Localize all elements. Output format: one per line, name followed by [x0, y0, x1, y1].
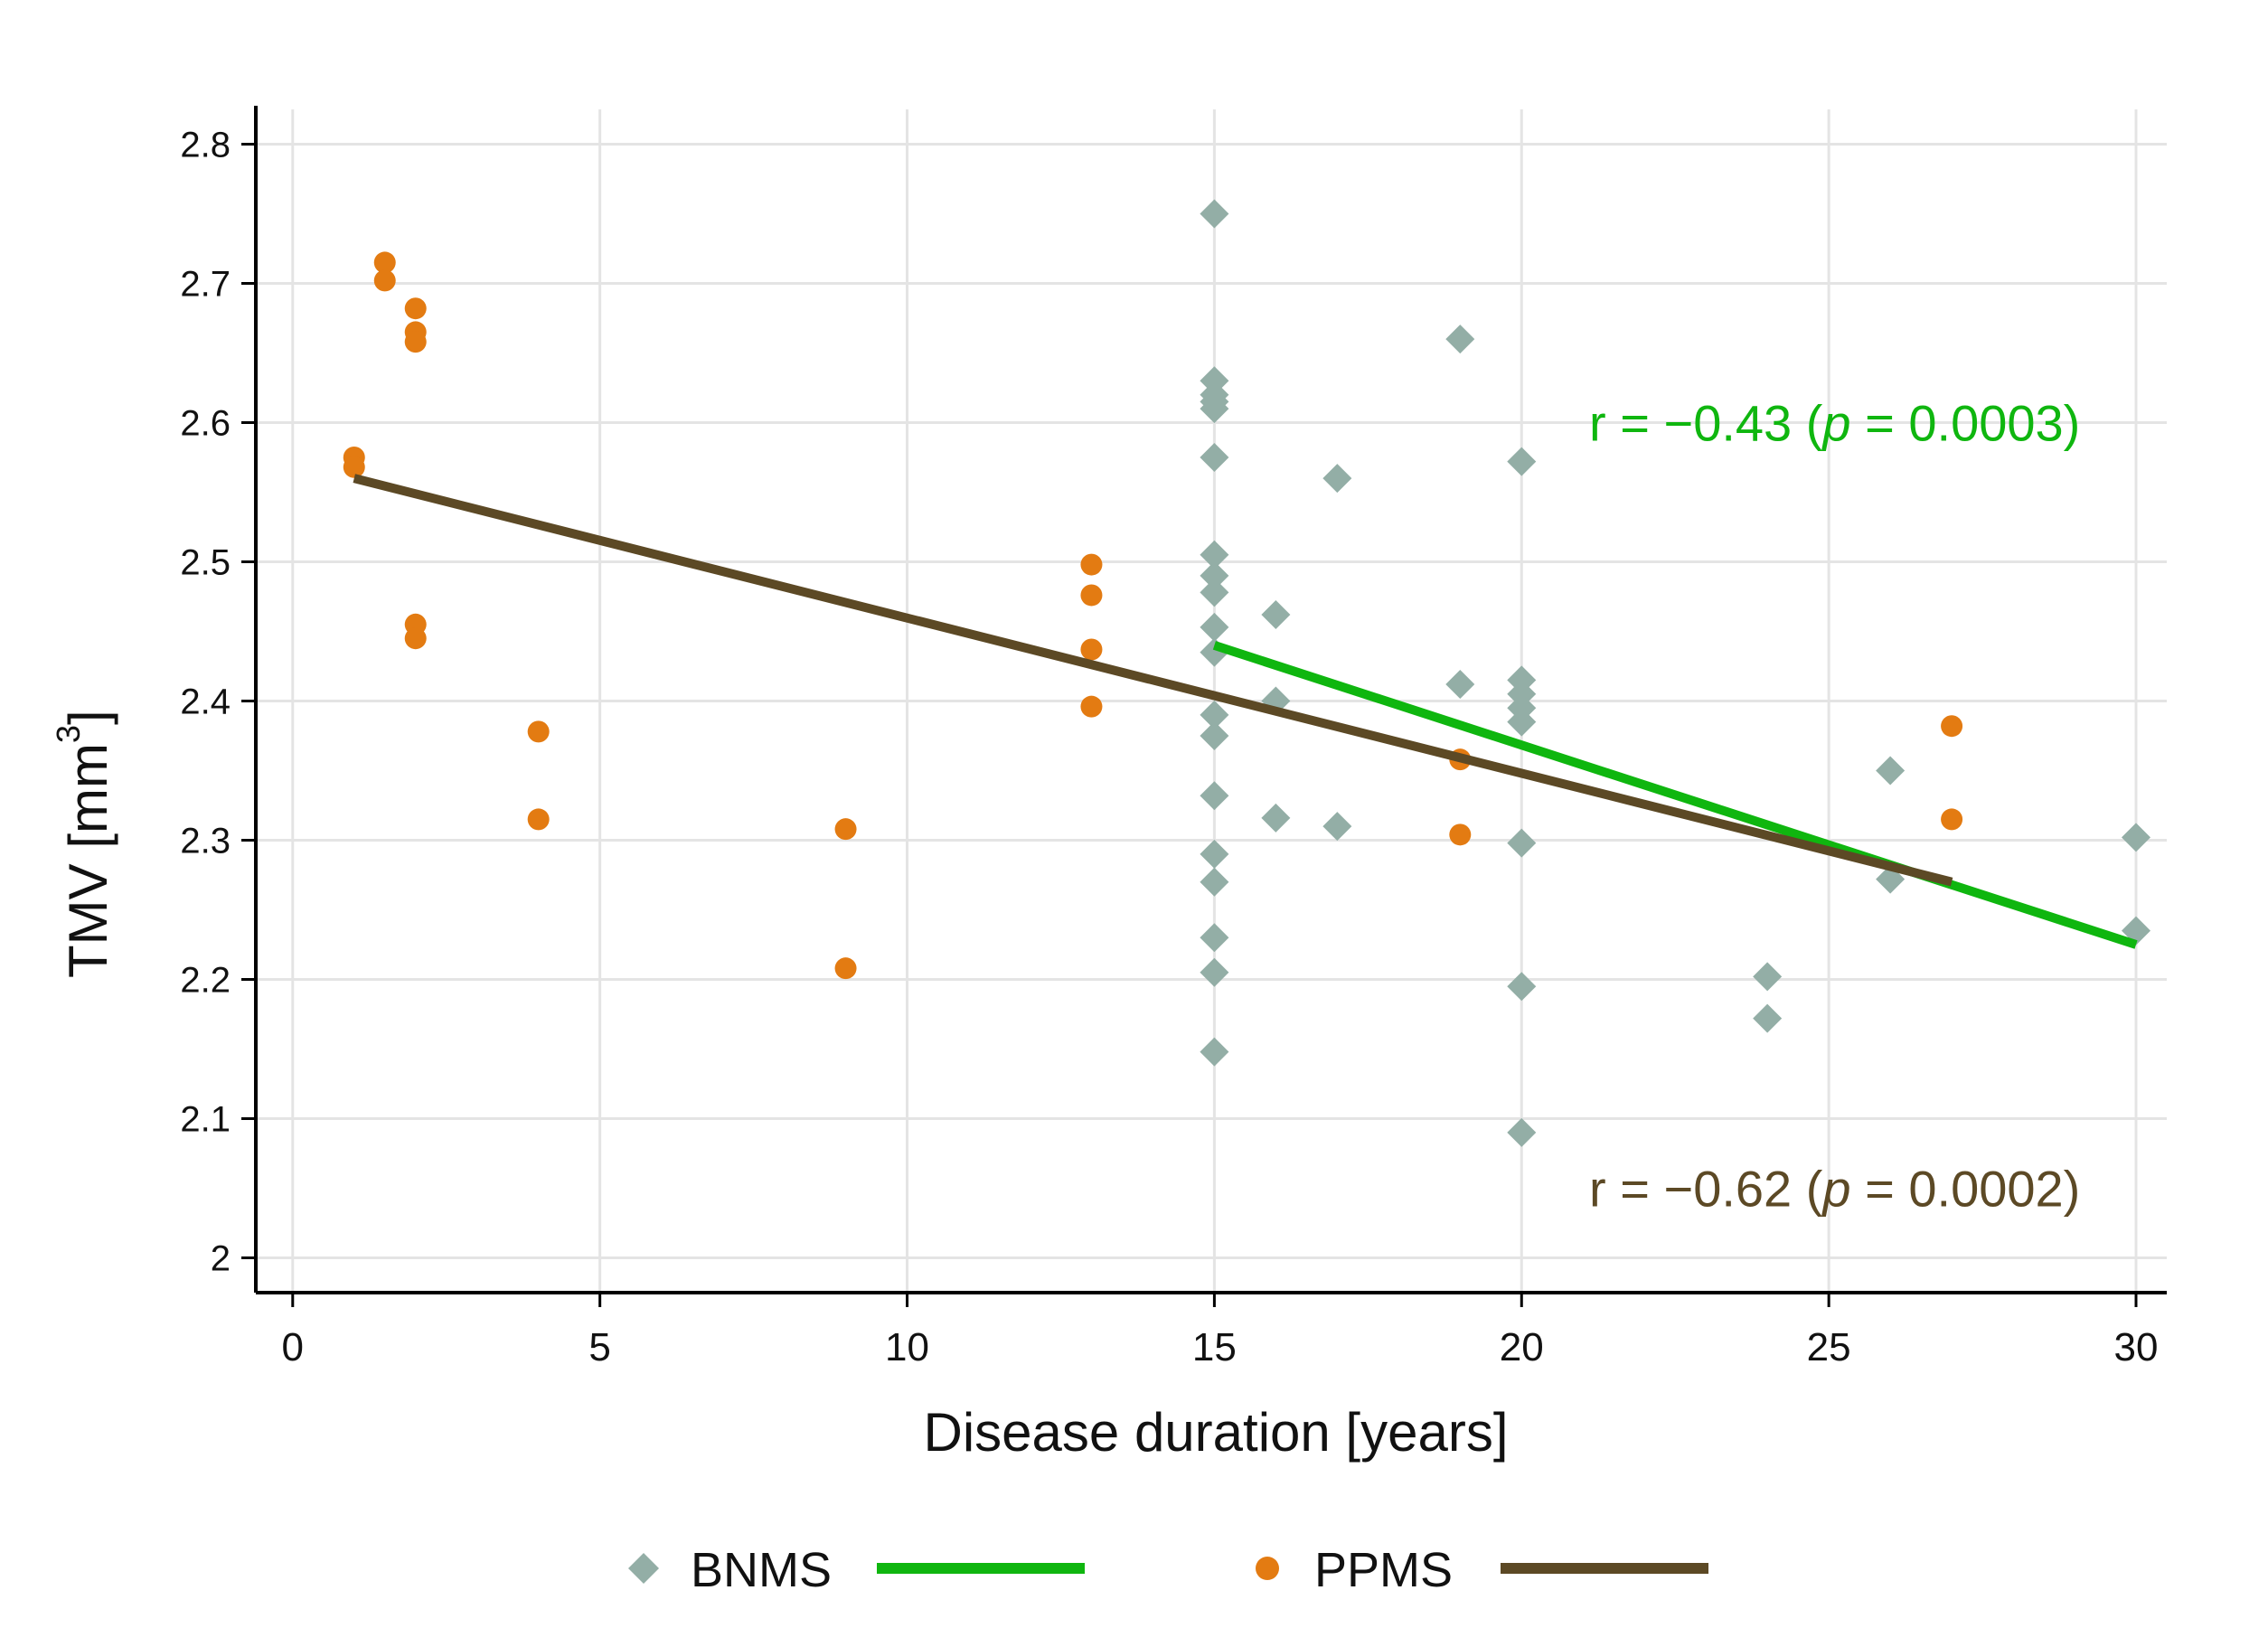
ppms-point [1080, 584, 1103, 607]
bnms-point [1261, 803, 1291, 833]
bnms-point [1507, 828, 1537, 858]
y-tick-label: 2.5 [180, 543, 231, 583]
data-points [343, 199, 2151, 1147]
x-tick-label: 30 [2114, 1325, 2159, 1369]
annotation-suffix: = 0.0002) [1851, 1161, 2081, 1218]
bnms-point [1322, 464, 1352, 494]
bnms-point [1507, 447, 1537, 476]
x-tick-label: 10 [885, 1325, 929, 1369]
ppms-point [373, 269, 396, 292]
bnms-point [1200, 578, 1229, 607]
bnms-point [1445, 670, 1475, 700]
y-tick-label: 2.3 [180, 822, 231, 861]
bnms-point [1753, 1003, 1783, 1033]
annotation-suffix: = 0.0003) [1851, 395, 2081, 452]
y-tick-label: 2.8 [180, 126, 231, 165]
ppms-point [1080, 553, 1103, 576]
legend-ppms-label: PPMS [1314, 1543, 1453, 1597]
bnms-point [1322, 812, 1352, 842]
bnms-point [1261, 600, 1291, 630]
bnms-point [2122, 823, 2151, 852]
ppms-point [343, 456, 365, 478]
bnms-point [1200, 957, 1229, 987]
x-tick-label: 15 [1192, 1325, 1237, 1369]
bnms-point [1200, 540, 1229, 569]
y-axis-title-superscript: 3 [50, 725, 87, 743]
bnms-point [1200, 781, 1229, 811]
bnms-point [1200, 443, 1229, 472]
y-axis-title-group: TMV [mm3] [50, 710, 118, 978]
legend-bnms-marker [628, 1553, 659, 1584]
annotation-prefix: r = −0.62 ( [1589, 1161, 1823, 1218]
y-tick-label: 2.6 [180, 404, 231, 444]
bnms-point [1200, 394, 1229, 424]
y-axis-title-close: ] [58, 710, 118, 725]
x-tick-label: 25 [1807, 1325, 1851, 1369]
ppms-fit-line [353, 474, 1953, 887]
legend-bnms-label: BNMS [691, 1543, 832, 1597]
bnms-point [1200, 867, 1229, 897]
ppms-correlation-annotation: r = −0.62 (p = 0.0002) [1589, 1161, 2080, 1218]
bnms-point [1876, 756, 1906, 786]
bnms-fit-line [1212, 641, 2138, 949]
y-tick-label: 2.7 [180, 265, 231, 305]
bnms-point [1507, 707, 1537, 737]
ppms-point [527, 808, 550, 831]
x-tick-label: 5 [588, 1325, 610, 1369]
ppms-point [404, 331, 427, 353]
ppms-point [834, 818, 857, 841]
ppms-point [404, 627, 427, 650]
bnms-point [1507, 972, 1537, 1002]
bnms-point [1200, 1037, 1229, 1067]
x-axis-title: Disease duration [years] [924, 1402, 1509, 1463]
y-tick-label: 2.1 [180, 1100, 231, 1140]
legend-ppms-marker [1256, 1557, 1279, 1580]
ppms-point [1080, 638, 1103, 661]
y-tick-labels: 2 2.1 2.2 2.3 2.4 2.5 2.6 2.7 2.8 [180, 126, 231, 1279]
fit-lines [353, 474, 2138, 949]
annotation-prefix: r = −0.43 ( [1589, 395, 1823, 452]
x-tick-label: 20 [1500, 1325, 1544, 1369]
bnms-point [1200, 612, 1229, 642]
annotation-p: p [1821, 1161, 1850, 1218]
x-tick-label: 0 [282, 1325, 304, 1369]
annotation-p: p [1821, 395, 1850, 452]
axes [241, 106, 2167, 1307]
bnms-point [1753, 962, 1783, 992]
y-tick-label: 2.4 [180, 682, 231, 722]
bnms-correlation-annotation: r = −0.43 (p = 0.0003) [1589, 395, 2080, 452]
y-axis-title: TMV [mm3] [50, 710, 118, 978]
ppms-point [404, 297, 427, 320]
ppms-point [373, 251, 396, 274]
annotations: r = −0.43 (p = 0.0003)r = −0.62 (p = 0.0… [1589, 395, 2080, 1218]
bnms-point [1200, 560, 1229, 590]
ppms-point [1941, 715, 1963, 738]
ppms-point [1449, 823, 1472, 846]
y-tick-label: 2.2 [180, 961, 231, 1001]
bnms-point [1200, 721, 1229, 750]
bnms-point [1200, 923, 1229, 953]
y-axis-title-main: TMV [mm [58, 743, 118, 978]
y-tick-label: 2 [211, 1239, 231, 1279]
bnms-point [1200, 839, 1229, 869]
ppms-point [1080, 695, 1103, 718]
bnms-point [1507, 1117, 1537, 1147]
ppms-point [527, 720, 550, 743]
ppms-point [834, 957, 857, 980]
bnms-point [1445, 325, 1475, 354]
legend: BNMS PPMS [628, 1543, 1708, 1597]
bnms-point [1200, 700, 1229, 729]
bnms-point [1200, 199, 1229, 229]
x-tick-labels: 0 5 10 15 20 25 30 [282, 1325, 2159, 1369]
ppms-point [1941, 808, 1963, 831]
